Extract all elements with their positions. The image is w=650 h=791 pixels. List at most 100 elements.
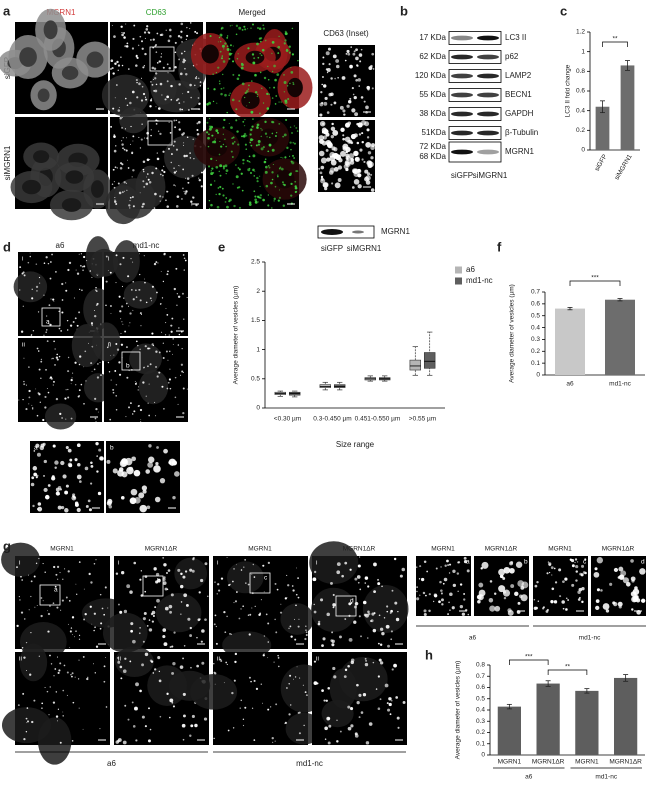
vesicle bbox=[283, 74, 285, 76]
vesicle bbox=[355, 78, 358, 82]
vesicle bbox=[262, 102, 265, 104]
vesicle bbox=[113, 354, 115, 356]
vesicle bbox=[344, 59, 347, 62]
vesicle bbox=[240, 608, 242, 610]
vesicle bbox=[559, 595, 562, 598]
vesicle bbox=[135, 78, 138, 82]
vesicle bbox=[64, 508, 69, 513]
vesicle bbox=[150, 98, 153, 100]
vesicle bbox=[183, 644, 186, 647]
vesicle bbox=[123, 297, 125, 299]
vesicle bbox=[159, 60, 162, 63]
vesicle bbox=[222, 165, 226, 168]
vesicle bbox=[166, 63, 169, 66]
vesicle bbox=[322, 122, 325, 126]
vesicle bbox=[248, 676, 251, 679]
vesicle bbox=[168, 121, 170, 123]
vesicle bbox=[37, 392, 40, 395]
vesicle bbox=[138, 492, 145, 499]
vesicle bbox=[161, 169, 164, 172]
vesicle bbox=[283, 91, 286, 93]
vesicle bbox=[95, 408, 98, 411]
vesicle bbox=[36, 604, 38, 606]
vesicle bbox=[174, 376, 177, 379]
vesicle bbox=[120, 458, 129, 467]
vesicle bbox=[127, 159, 128, 161]
nucleus bbox=[206, 138, 228, 157]
vesicle bbox=[124, 45, 127, 48]
vesicle bbox=[260, 147, 264, 151]
vesicle bbox=[74, 361, 77, 364]
vesicle bbox=[111, 183, 114, 186]
vesicle bbox=[179, 665, 184, 669]
vesicle bbox=[381, 631, 385, 636]
vesicle bbox=[278, 665, 280, 668]
vesicle bbox=[139, 348, 141, 351]
vesicle bbox=[156, 291, 158, 294]
vesicle bbox=[112, 468, 118, 474]
vesicle bbox=[17, 704, 20, 706]
vesicle bbox=[182, 575, 186, 579]
vesicle bbox=[129, 101, 132, 105]
vesicle bbox=[163, 563, 167, 567]
vesicle bbox=[571, 583, 575, 587]
vesicle bbox=[353, 50, 356, 53]
micrograph bbox=[30, 441, 104, 513]
vesicle bbox=[229, 49, 232, 51]
vesicle bbox=[129, 322, 131, 324]
y-tick-label: 0.6 bbox=[576, 88, 585, 95]
vesicle bbox=[372, 68, 375, 70]
vesicle bbox=[268, 166, 271, 169]
vesicle bbox=[139, 504, 148, 513]
cell bbox=[105, 185, 141, 225]
vesicle bbox=[244, 91, 247, 95]
bar bbox=[595, 106, 610, 150]
vesicle bbox=[64, 397, 67, 400]
vesicle bbox=[477, 594, 484, 601]
vesicle bbox=[149, 659, 153, 663]
vesicle bbox=[175, 267, 178, 270]
vesicle bbox=[329, 167, 336, 173]
significance-bracket bbox=[509, 659, 549, 665]
vesicle bbox=[297, 625, 300, 628]
vesicle bbox=[44, 395, 47, 399]
vesicle bbox=[67, 448, 72, 453]
vesicle bbox=[423, 612, 427, 616]
vesicle bbox=[253, 175, 256, 177]
vesicle bbox=[47, 630, 50, 633]
vesicle bbox=[125, 23, 127, 25]
vesicle bbox=[632, 588, 640, 596]
vesicle bbox=[132, 261, 134, 263]
y-axis-label: Average diameter of vesicles (µm) bbox=[455, 661, 462, 760]
vesicle bbox=[233, 204, 236, 208]
vesicle bbox=[156, 375, 159, 378]
vesicle bbox=[200, 185, 203, 188]
vesicle bbox=[228, 122, 230, 124]
vesicle bbox=[159, 478, 166, 484]
vesicle bbox=[259, 28, 261, 30]
vesicle bbox=[290, 194, 293, 197]
vesicle bbox=[359, 148, 363, 152]
vesicle bbox=[105, 255, 108, 258]
vesicle bbox=[25, 641, 28, 644]
vesicle bbox=[49, 323, 52, 327]
vesicle bbox=[16, 566, 18, 569]
vesicle bbox=[120, 56, 122, 58]
vesicle bbox=[42, 418, 45, 422]
vesicle bbox=[75, 269, 77, 271]
vesicle bbox=[373, 590, 376, 594]
vesicle bbox=[65, 289, 68, 292]
vesicle bbox=[189, 734, 192, 737]
vesicle bbox=[129, 497, 137, 505]
vesicle bbox=[456, 572, 460, 575]
vesicle bbox=[169, 255, 172, 258]
vesicle bbox=[248, 203, 252, 206]
vesicle bbox=[60, 330, 62, 332]
vesicle bbox=[325, 139, 332, 146]
vesicle bbox=[423, 609, 427, 613]
vesicle bbox=[613, 601, 618, 607]
vesicle bbox=[232, 727, 235, 729]
vesicle bbox=[244, 706, 247, 709]
vesicle bbox=[182, 187, 184, 190]
vesicle bbox=[333, 166, 339, 172]
